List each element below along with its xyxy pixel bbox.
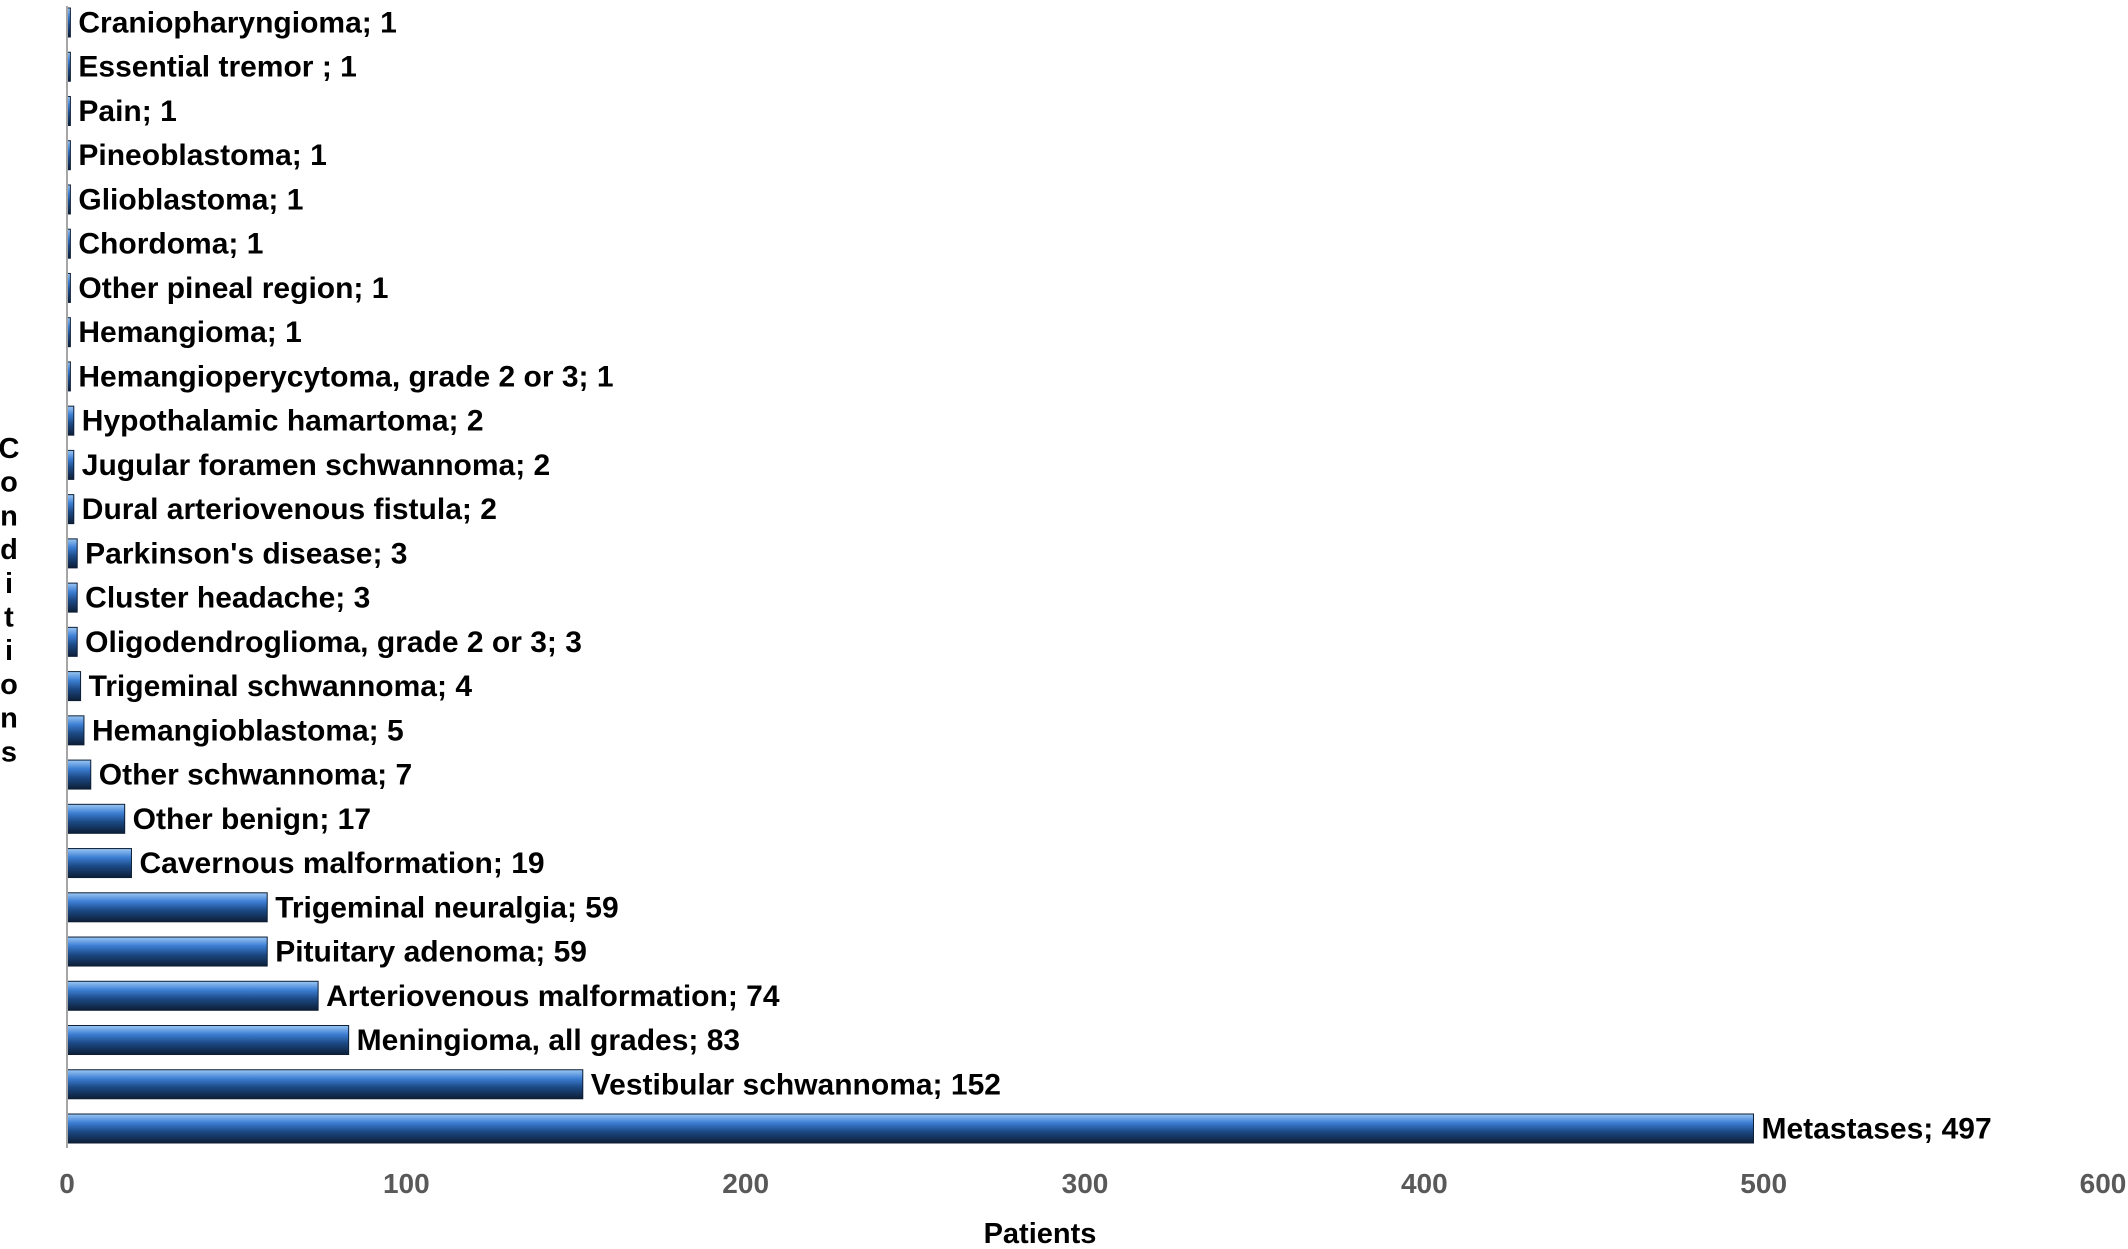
bar-label: Oligodendroglioma, grade 2 or 3; 3 <box>85 626 582 659</box>
bar <box>66 892 268 923</box>
bar <box>66 980 319 1011</box>
bar-label: Chordoma; 1 <box>78 228 263 261</box>
bar <box>66 715 85 746</box>
bar-label: Pain; 1 <box>78 95 176 128</box>
bar <box>66 538 78 569</box>
bar-label: Hypothalamic hamartoma; 2 <box>82 405 484 438</box>
bar-label: Vestibular schwannoma; 152 <box>591 1068 1001 1101</box>
bars-layer <box>66 7 1754 1144</box>
bar <box>66 759 92 790</box>
y-axis-title-letter: o <box>0 467 18 499</box>
bar-label: Hemangioperycytoma, grade 2 or 3; 1 <box>78 360 613 393</box>
bar <box>66 936 268 967</box>
bar-label: Pineoblastoma; 1 <box>78 139 326 172</box>
bar-label: Other schwannoma; 7 <box>99 759 412 792</box>
bar-label: Other pineal region; 1 <box>78 272 388 305</box>
bar-label: Cluster headache; 3 <box>85 582 370 615</box>
bar <box>66 848 132 879</box>
bar <box>66 1113 1754 1144</box>
bar <box>66 1025 350 1056</box>
bar <box>66 671 82 702</box>
x-axis-ticks: 0 100 200 300 400 500 600 <box>59 1168 2126 1199</box>
bar <box>66 494 75 525</box>
y-axis-title-letter: d <box>0 534 18 566</box>
bar-label: Glioblastoma; 1 <box>78 183 303 216</box>
y-axis-title-letter: s <box>1 736 17 768</box>
bar-label: Craniopharyngioma; 1 <box>78 7 396 40</box>
bar <box>66 449 75 480</box>
x-tick-label: 0 <box>59 1168 75 1199</box>
x-tick-label: 600 <box>2080 1168 2127 1199</box>
y-axis-title-letter: i <box>5 568 13 600</box>
x-axis-title: Patients <box>984 1218 1097 1244</box>
x-tick-label: 400 <box>1401 1168 1448 1199</box>
bar-label: Dural arteriovenous fistula; 2 <box>82 493 497 526</box>
bar <box>66 803 126 834</box>
y-axis-title-letter: i <box>5 635 13 667</box>
y-axis-title-letter: n <box>0 703 18 735</box>
bar <box>66 405 75 436</box>
bar-label: Parkinson's disease; 3 <box>85 537 407 570</box>
bar-label: Jugular foramen schwannoma; 2 <box>82 449 550 482</box>
y-axis-title-letter: C <box>0 433 20 465</box>
x-tick-label: 300 <box>1062 1168 1109 1199</box>
bar <box>66 582 78 613</box>
y-axis-title-letter: o <box>0 669 18 701</box>
bar-label: Hemangioma; 1 <box>78 316 301 349</box>
bar-label: Trigeminal neuralgia; 59 <box>275 891 618 924</box>
y-axis-title-letter: n <box>0 500 18 532</box>
bar-label: Meningioma, all grades; 83 <box>357 1024 740 1057</box>
x-tick-label: 200 <box>722 1168 769 1199</box>
x-tick-label: 500 <box>1740 1168 1787 1199</box>
bar-label: Hemangioblastoma; 5 <box>92 714 404 747</box>
bar <box>66 626 78 657</box>
bar-label: Other benign; 17 <box>133 803 371 836</box>
bar-label: Essential tremor ; 1 <box>78 51 356 84</box>
bar-label: Arteriovenous malformation; 74 <box>326 980 780 1013</box>
bar-labels-layer: Craniopharyngioma; 1 Essential tremor ; 1… <box>78 7 1991 1146</box>
bar-label: Metastases; 497 <box>1761 1113 1991 1146</box>
bar-label: Trigeminal schwannoma; 4 <box>89 670 473 703</box>
bar-label: Pituitary adenoma; 59 <box>275 936 587 969</box>
bar-label: Cavernous malformation; 19 <box>139 847 544 880</box>
bar <box>66 1069 584 1100</box>
y-axis-title-letter: t <box>4 602 14 634</box>
x-tick-label: 100 <box>383 1168 430 1199</box>
